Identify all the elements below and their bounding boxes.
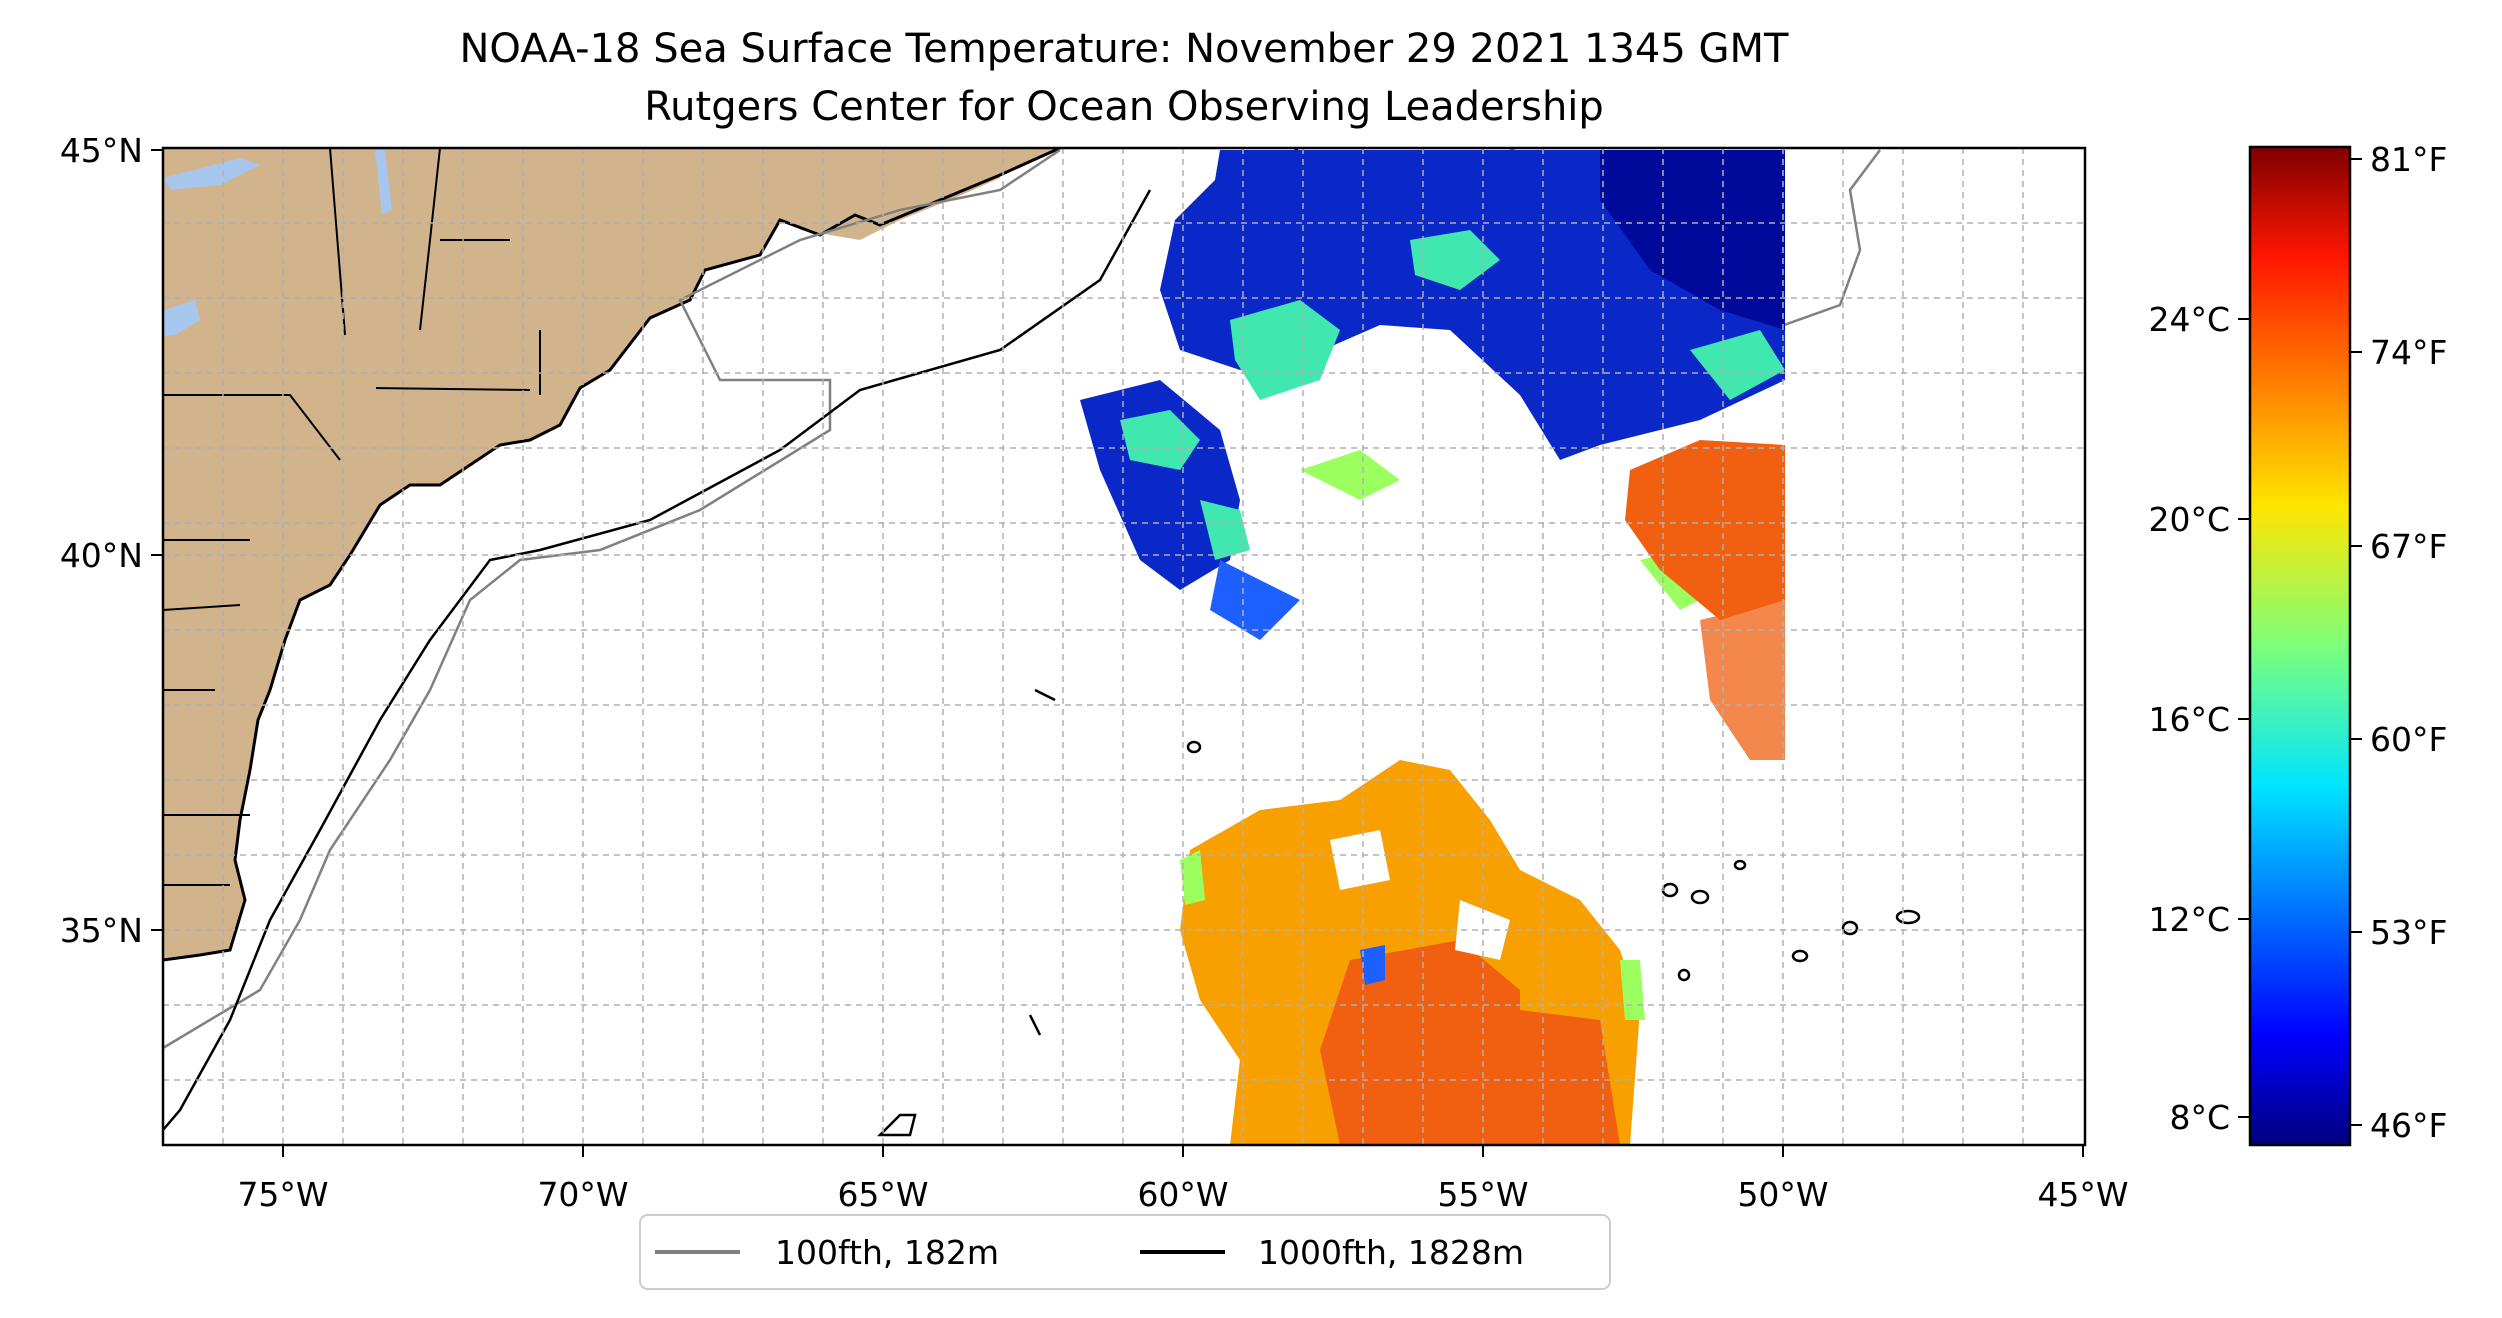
map-area <box>163 148 2085 1145</box>
colorbar-celsius-label: 12°C <box>2148 900 2230 939</box>
colorbar-celsius-label: 24°C <box>2148 300 2230 339</box>
lat-axis: 45°N 40°N 35°N <box>60 131 143 950</box>
islands <box>876 688 1921 1137</box>
colorbar-fahrenheit-label: 74°F <box>2370 333 2447 372</box>
legend: 100fth, 182m 1000fth, 1828m <box>639 1214 1611 1290</box>
colorbar-fahrenheit-label: 60°F <box>2370 720 2447 759</box>
lon-tick-label: 55°W <box>1437 1175 1528 1214</box>
map-title: NOAA-18 Sea Surface Temperature: Novembe… <box>459 26 1789 72</box>
lon-tick-label: 50°W <box>1737 1175 1828 1214</box>
colorbar-fahrenheit-label: 53°F <box>2370 913 2447 952</box>
colorbar-celsius-label: 8°C <box>2169 1098 2230 1137</box>
legend-label-1000fth: 1000fth, 1828m <box>1258 1233 1524 1272</box>
lat-tick-label: 40°N <box>60 536 143 575</box>
colorbar: 24°C 20°C 16°C 12°C 8°C 81°F 74°F 67°F 6… <box>2148 140 2447 1147</box>
colorbar-fahrenheit-label: 67°F <box>2370 527 2447 566</box>
map-subtitle: Rutgers Center for Ocean Observing Leade… <box>644 84 1604 130</box>
colorbar-celsius-label: 16°C <box>2148 700 2230 739</box>
lon-tick-label: 65°W <box>837 1175 928 1214</box>
lat-tick-label: 45°N <box>60 131 143 170</box>
legend-box <box>639 1214 1611 1290</box>
coastline <box>163 148 1061 962</box>
legend-label-100fth: 100fth, 182m <box>775 1233 999 1272</box>
land-mass <box>163 148 1060 960</box>
sst-hot-region <box>1625 440 1785 620</box>
contour-100fth <box>163 148 1061 1050</box>
state-borders <box>163 148 541 886</box>
lon-axis: 75°W 70°W 65°W 60°W 55°W 50°W 45°W <box>237 1175 2128 1214</box>
lon-tick-label: 45°W <box>2037 1175 2128 1214</box>
sst-warm-region <box>1180 760 1645 1145</box>
colorbar-celsius-label: 20°C <box>2148 500 2230 539</box>
colorbar-fahrenheit-label: 46°F <box>2370 1106 2447 1145</box>
lon-tick-label: 60°W <box>1137 1175 1228 1214</box>
colorbar-fahrenheit-label: 81°F <box>2370 140 2447 179</box>
map-frame <box>161 146 2087 1147</box>
axis-ticks <box>151 149 2084 1157</box>
lon-tick-label: 70°W <box>537 1175 628 1214</box>
lat-tick-label: 35°N <box>60 911 143 950</box>
sst-cold-region <box>1080 150 1785 640</box>
lon-tick-label: 75°W <box>237 1175 328 1214</box>
contour-1000fth <box>163 189 1152 1131</box>
lakes <box>163 150 392 336</box>
colorbar-gradient <box>2248 145 2352 1147</box>
gridlines <box>163 148 2085 1145</box>
